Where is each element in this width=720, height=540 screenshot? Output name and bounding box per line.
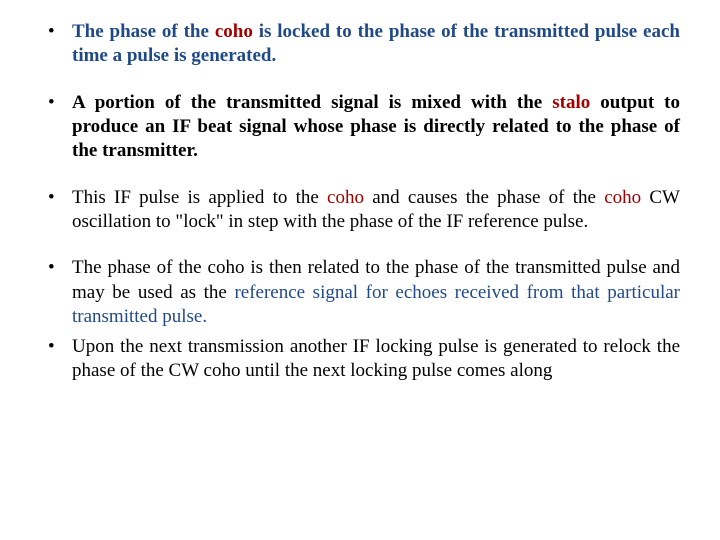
text-run: stalo — [552, 92, 590, 113]
bullet-item: A portion of the transmitted signal is m… — [40, 91, 680, 164]
bullet-list: The phase of the coho is locked to the p… — [40, 20, 680, 384]
text-run: This IF pulse is applied to the — [72, 187, 327, 208]
slide: The phase of the coho is locked to the p… — [0, 0, 720, 540]
bullet-item: Upon the next transmission another IF lo… — [40, 335, 680, 384]
text-run: Upon the next transmission another IF lo… — [72, 336, 680, 381]
text-run: coho — [604, 187, 641, 208]
text-run: coho — [327, 187, 364, 208]
bullet-item: The phase of the coho is then related to… — [40, 256, 680, 329]
bullet-item: This IF pulse is applied to the coho and… — [40, 186, 680, 235]
text-run: and causes the phase of the — [364, 187, 604, 208]
text-run: The phase of the — [72, 21, 215, 42]
bullet-item: The phase of the coho is locked to the p… — [40, 20, 680, 69]
text-run: coho — [215, 21, 253, 42]
text-run: A portion of the transmitted signal is m… — [72, 92, 552, 113]
